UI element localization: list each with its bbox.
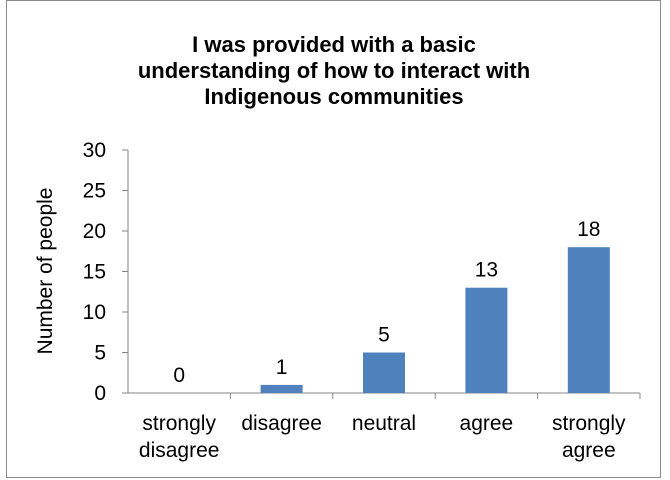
bar [465, 287, 508, 393]
x-category-label: neutral [352, 412, 416, 435]
bars [260, 247, 610, 393]
x-category-label: strongly [142, 412, 216, 435]
y-tick-label: 10 [83, 301, 106, 324]
data-labels: 0 1 5 13 18 [173, 218, 600, 387]
data-label: 13 [475, 259, 498, 282]
data-label: 0 [173, 364, 185, 387]
x-category-label: agree [460, 412, 514, 435]
data-label: 5 [378, 324, 390, 347]
y-tick-label: 20 [83, 220, 106, 243]
chart-title-line: I was provided with a basic [192, 32, 476, 57]
chart-title: I was provided with a basicunderstanding… [138, 32, 530, 109]
y-axis-title: Number of people [34, 188, 57, 355]
bar [363, 352, 405, 393]
data-label: 18 [577, 218, 600, 241]
y-tick-label: 30 [83, 139, 106, 162]
y-tick-label: 0 [94, 382, 106, 405]
y-tick-label: 25 [83, 180, 106, 203]
data-label: 1 [276, 356, 288, 379]
bar [567, 247, 610, 393]
chart-title-line: Indigenous communities [204, 84, 463, 109]
x-category-label: agree [562, 439, 616, 462]
x-category-label: disagree [241, 412, 322, 435]
y-tick-label: 5 [94, 342, 106, 365]
chart-frame [6, 0, 661, 478]
bar [260, 384, 303, 393]
x-axis-category-labels: strongly disagree disagree neutral agree stro… [139, 393, 641, 462]
y-tick-label: 15 [83, 261, 106, 284]
x-category-label: disagree [139, 439, 220, 462]
chart-title-line: understanding of how to interact with [138, 58, 530, 83]
x-category-label: strongly [552, 412, 626, 435]
y-axis-ticks: 0 5 10 15 20 25 30 [83, 139, 128, 405]
